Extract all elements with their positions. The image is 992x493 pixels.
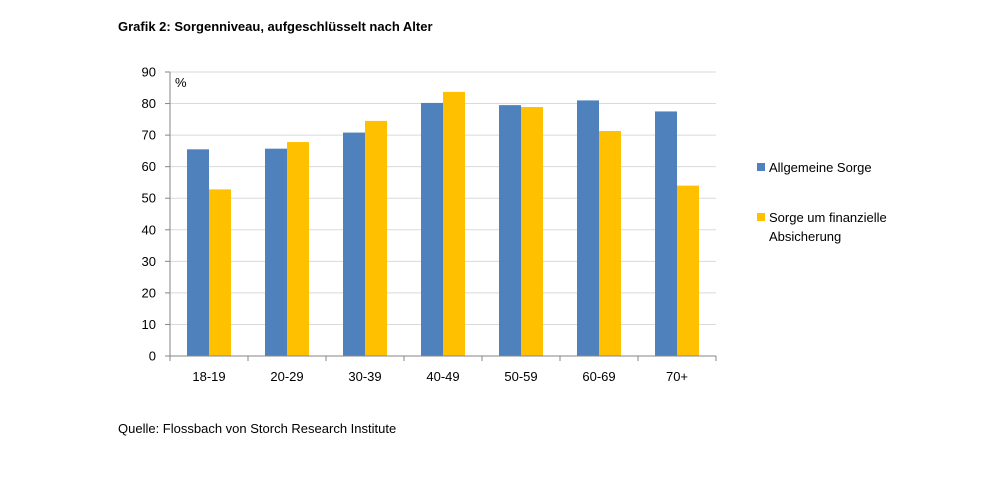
bar-finanzielle-absicherung <box>521 107 543 356</box>
bar-allgemeine-sorge <box>343 132 365 356</box>
y-tick-label: 20 <box>142 285 156 300</box>
x-tick-label: 20-29 <box>270 369 303 384</box>
chart-title: Grafik 2: Sorgenniveau, aufgeschlüsselt … <box>118 19 433 34</box>
x-tick-label: 50-59 <box>504 369 537 384</box>
y-tick-label: 0 <box>149 349 156 364</box>
bars <box>187 91 699 357</box>
bar-finanzielle-absicherung <box>287 142 309 356</box>
y-tick-label: 60 <box>142 159 156 174</box>
x-tick-label: 60-69 <box>582 369 615 384</box>
axes: 0 10 20 30 40 50 60 70 80 90% 18-19 20-29 30-39 40-49… <box>142 65 717 384</box>
y-tick-label: 90 <box>142 65 156 80</box>
x-tick-label: 18-19 <box>192 369 225 384</box>
bar-finanzielle-absicherung <box>677 185 699 356</box>
bar-allgemeine-sorge <box>499 105 521 356</box>
bar-finanzielle-absicherung <box>209 189 231 356</box>
legend-label: Sorge um finanzielle <box>769 210 887 225</box>
legend-label: Absicherung <box>769 229 841 244</box>
bar-allgemeine-sorge <box>655 111 677 356</box>
y-tick-label: 50 <box>142 191 156 206</box>
legend-swatch <box>757 163 765 171</box>
bar-finanzielle-absicherung <box>599 131 621 356</box>
y-tick-label: 30 <box>142 254 156 269</box>
y-tick-label: 70 <box>142 128 156 143</box>
bar-allgemeine-sorge <box>187 149 209 356</box>
y-tick-label: 80 <box>142 96 156 111</box>
legend-label: Allgemeine Sorge <box>769 160 872 175</box>
legend-swatch <box>757 213 765 221</box>
y-tick-label: 10 <box>142 317 156 332</box>
y-axis-label: % <box>175 75 187 90</box>
y-tick-label: 40 <box>142 222 156 237</box>
legend: Allgemeine Sorge Sorge um finanzielle Absi… <box>757 160 887 244</box>
x-tick-label: 40-49 <box>426 369 459 384</box>
x-tick-label: 30-39 <box>348 369 381 384</box>
source-note: Quelle: Flossbach von Storch Research In… <box>118 421 397 436</box>
bar-allgemeine-sorge <box>265 148 287 356</box>
bar-finanzielle-absicherung <box>365 120 387 357</box>
bar-allgemeine-sorge <box>421 102 443 357</box>
bar-allgemeine-sorge <box>577 100 599 357</box>
x-tick-label: 70+ <box>666 369 688 384</box>
bar-finanzielle-absicherung <box>443 91 465 356</box>
